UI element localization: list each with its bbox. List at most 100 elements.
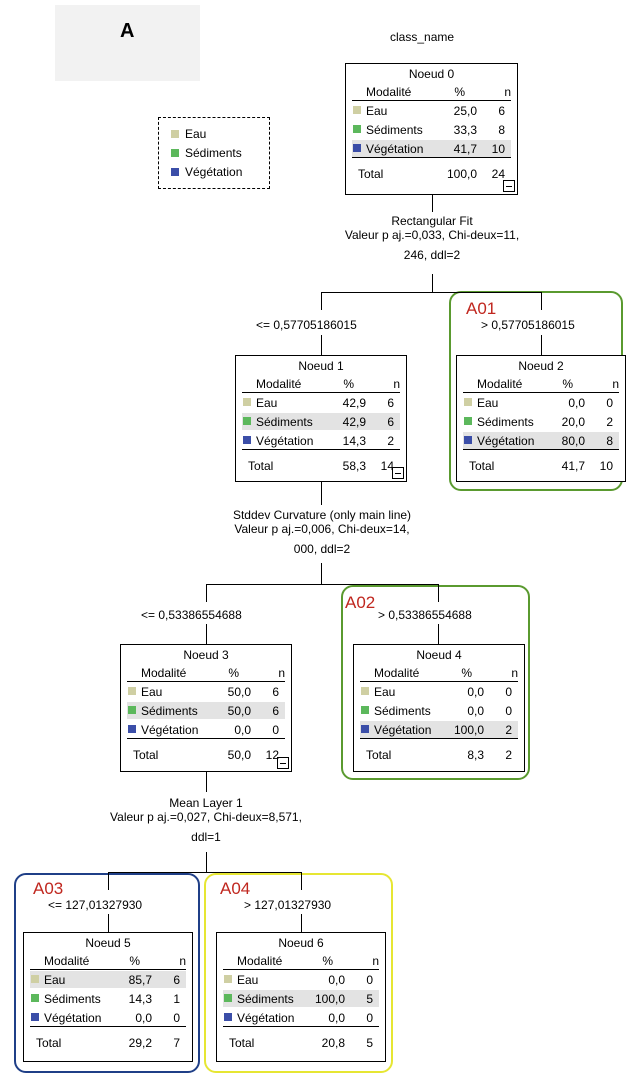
class-swatch bbox=[128, 706, 136, 714]
class-name: Eau bbox=[141, 685, 163, 699]
class-swatch bbox=[31, 1013, 39, 1021]
connector bbox=[432, 195, 433, 212]
tree-node-5: Noeud 5 Modalité% n Eau 85,7 6 Sédiments 14,3 1 V… bbox=[23, 932, 193, 1062]
class-row: Végétation 14,3 2 bbox=[242, 432, 400, 450]
total-pct: 41,7 bbox=[561, 459, 585, 473]
sediments-swatch bbox=[171, 149, 179, 157]
collapse-toggle-icon[interactable] bbox=[392, 467, 404, 479]
col-modalite: Modalité bbox=[256, 377, 302, 391]
class-name: Végétation bbox=[256, 434, 314, 448]
class-swatch bbox=[464, 398, 472, 406]
total-pct: 29,2 bbox=[128, 1036, 152, 1050]
total-label: Total bbox=[36, 1036, 62, 1050]
col-n: n bbox=[612, 377, 619, 391]
group-box-a02 bbox=[341, 585, 530, 780]
class-name: Eau bbox=[366, 104, 388, 118]
col-pct: % bbox=[129, 954, 140, 968]
class-swatch bbox=[224, 1013, 232, 1021]
collapse-toggle-icon[interactable] bbox=[277, 757, 289, 769]
class-n: 2 bbox=[606, 415, 613, 429]
class-n: 8 bbox=[606, 434, 613, 448]
col-pct: % bbox=[461, 666, 472, 680]
col-pct: % bbox=[228, 666, 239, 680]
total-n: 14 bbox=[380, 459, 394, 473]
col-n: n bbox=[179, 954, 186, 968]
total-n: 7 bbox=[173, 1036, 180, 1050]
class-n: 5 bbox=[366, 992, 373, 1006]
tree-node-2: Noeud 2 Modalité% n Eau 0,0 0 Sédiments 20,0 2 Vé… bbox=[456, 355, 626, 482]
class-pct: 0,0 bbox=[135, 1011, 152, 1025]
total-label: Total bbox=[229, 1036, 255, 1050]
class-n: 6 bbox=[173, 973, 180, 987]
col-pct: % bbox=[343, 377, 354, 391]
connector bbox=[206, 624, 207, 644]
class-pct: 100,0 bbox=[314, 992, 345, 1006]
total-row: Total 58,3 14 bbox=[242, 457, 400, 474]
class-name: Sédiments bbox=[44, 992, 101, 1006]
total-n: 24 bbox=[491, 167, 505, 181]
condition-right: > 0,53386554688 bbox=[378, 608, 472, 622]
tag-a01: A01 bbox=[466, 299, 497, 318]
collapse-toggle-icon[interactable] bbox=[503, 180, 515, 192]
total-n: 5 bbox=[366, 1036, 373, 1050]
class-name: Eau bbox=[44, 973, 66, 987]
legend: Eau Sédiments Végétation bbox=[158, 117, 270, 189]
class-pct: 100,0 bbox=[453, 723, 484, 737]
class-n: 0 bbox=[505, 704, 512, 718]
node-header: Modalité% n bbox=[30, 953, 186, 970]
col-modalite: Modalité bbox=[366, 85, 412, 99]
condition-left: <= 0,57705186015 bbox=[256, 318, 357, 332]
class-pct: 14,3 bbox=[342, 434, 366, 448]
connector bbox=[321, 335, 322, 355]
class-pct: 20,0 bbox=[561, 415, 585, 429]
class-pct: 41,7 bbox=[453, 142, 477, 156]
total-label: Total bbox=[366, 748, 392, 762]
class-row: Eau 50,0 6 bbox=[127, 683, 285, 700]
node-header: Modalité% n bbox=[223, 953, 379, 970]
condition-left: <= 127,01327930 bbox=[48, 898, 143, 912]
class-row: Végétation 0,0 0 bbox=[223, 1009, 379, 1027]
node-title: Noeud 6 bbox=[278, 936, 324, 950]
root-class-label: class_name bbox=[390, 30, 455, 44]
connector bbox=[206, 584, 207, 602]
total-label: Total bbox=[248, 459, 274, 473]
col-n: n bbox=[504, 85, 511, 99]
class-swatch bbox=[464, 436, 472, 444]
class-row: Végétation 41,7 10 bbox=[352, 140, 511, 158]
class-pct: 0,0 bbox=[328, 1011, 345, 1025]
tag-a02: A02 bbox=[345, 593, 376, 612]
class-swatch bbox=[224, 994, 232, 1002]
col-pct: % bbox=[322, 954, 333, 968]
node-header: Modalité% n bbox=[463, 376, 619, 393]
class-n: 2 bbox=[387, 434, 394, 448]
class-n: 0 bbox=[366, 1011, 373, 1025]
total-row: Total 100,0 24 bbox=[352, 165, 511, 182]
connector bbox=[108, 872, 302, 873]
total-n: 2 bbox=[505, 748, 512, 762]
tag-a03: A03 bbox=[33, 879, 64, 898]
class-name: Végétation bbox=[374, 723, 432, 737]
split-stats: Valeur p aj.=0,027, Chi-deux=8,571, bbox=[110, 810, 302, 824]
connector bbox=[206, 852, 207, 872]
connector bbox=[432, 274, 433, 292]
class-swatch bbox=[243, 436, 251, 444]
total-n: 12 bbox=[265, 748, 279, 762]
class-pct: 42,9 bbox=[342, 415, 366, 429]
total-n: 10 bbox=[599, 459, 613, 473]
total-label: Total bbox=[133, 748, 159, 762]
class-n: 0 bbox=[606, 396, 613, 410]
class-row: Végétation 0,0 0 bbox=[127, 721, 285, 739]
class-name: Sédiments bbox=[366, 123, 423, 137]
connector bbox=[206, 584, 439, 585]
class-swatch bbox=[353, 144, 361, 152]
eau-swatch bbox=[171, 130, 179, 138]
class-row: Eau 85,7 6 bbox=[30, 971, 186, 988]
class-swatch bbox=[128, 687, 136, 695]
connector bbox=[301, 872, 302, 890]
total-row: Total 8,3 2 bbox=[360, 746, 518, 763]
node-header: Modalité% n bbox=[127, 665, 285, 682]
total-row: Total 50,0 12 bbox=[127, 746, 285, 763]
class-pct: 14,3 bbox=[128, 992, 152, 1006]
total-row: Total 29,2 7 bbox=[30, 1034, 186, 1051]
node-title: Noeud 2 bbox=[518, 359, 564, 373]
